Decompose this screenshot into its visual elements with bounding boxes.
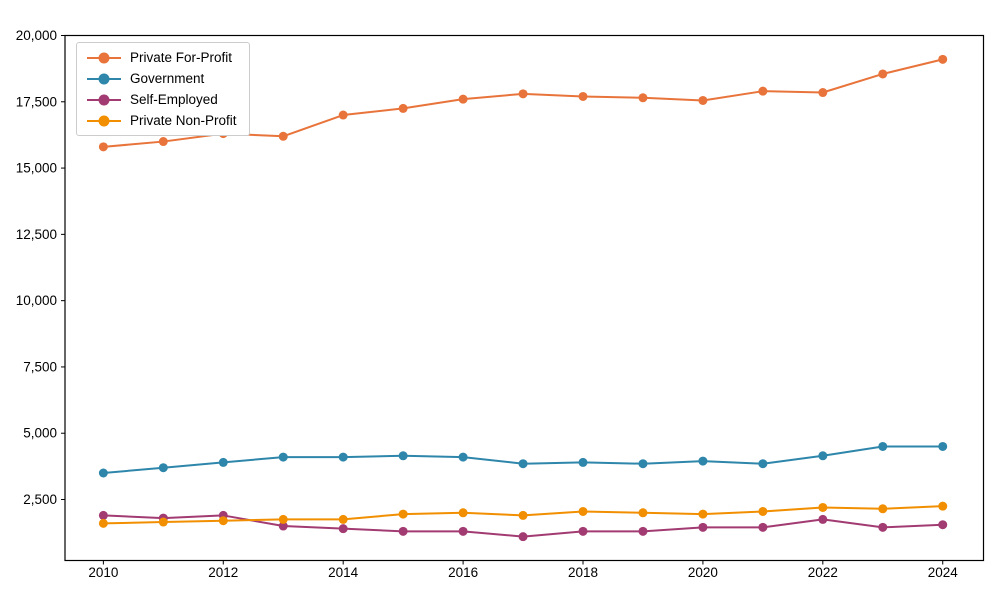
data-point-government-2024 [938,441,948,451]
data-point-private-non-profit-2021 [758,506,768,516]
data-point-private-non-profit-2012 [218,516,228,526]
data-point-government-2015 [398,451,408,461]
data-point-government-2014 [338,452,348,462]
data-point-private-non-profit-2022 [818,502,828,512]
legend-line-marker-icon [86,73,122,85]
data-point-self-employed-2024 [938,520,948,530]
x-tick-label: 2024 [928,565,959,580]
y-axis: 2,500 5,000 7,500 10,000 12,500 15,000 17,500 2… [16,28,65,507]
legend-label-private-non-profit: Private Non-Profit [130,113,237,128]
legend-label-government: Government [130,71,205,86]
data-point-self-employed-2010 [98,510,108,520]
legend-line-marker-icon [86,52,122,64]
data-point-self-employed-2015 [398,526,408,536]
y-tick-label: 17,500 [16,94,57,109]
y-tick-label: 15,000 [16,161,57,176]
data-point-self-employed-2016 [458,526,468,536]
data-point-private-for-profit-2018 [578,91,588,101]
data-point-government-2019 [638,459,648,469]
data-point-private-non-profit-2016 [458,508,468,518]
data-point-government-2021 [758,459,768,469]
data-point-self-employed-2018 [578,526,588,536]
data-point-private-non-profit-2017 [518,510,528,520]
data-point-private-non-profit-2013 [278,514,288,524]
data-point-self-employed-2020 [698,522,708,532]
data-point-private-for-profit-2015 [398,103,408,113]
data-point-private-non-profit-2023 [878,504,888,514]
data-point-private-non-profit-2019 [638,508,648,518]
data-point-private-non-profit-2020 [698,509,708,519]
y-tick-label: 20,000 [16,28,57,43]
data-point-private-for-profit-2019 [638,93,648,103]
x-tick-label: 2012 [208,565,238,580]
data-point-private-non-profit-2015 [398,509,408,519]
legend: Private For-Profit Government Self-Employe… [76,42,250,136]
data-point-government-2012 [218,457,228,467]
legend-item-private-for-profit: Private For-Profit [86,47,237,68]
data-point-self-employed-2022 [818,514,828,524]
x-tick-label: 2016 [448,565,478,580]
series-government [98,441,948,478]
data-point-private-for-profit-2020 [698,95,708,105]
data-point-self-employed-2013 [278,521,288,531]
data-point-government-2018 [578,457,588,467]
data-point-self-employed-2014 [338,524,348,534]
data-point-private-for-profit-2013 [278,131,288,141]
x-tick-label: 2010 [88,565,118,580]
axes-frame [64,34,985,562]
x-tick-label: 2014 [328,565,359,580]
data-point-private-for-profit-2022 [818,88,828,98]
data-point-government-2013 [278,452,288,462]
legend-line-marker-icon [86,115,122,127]
data-point-private-for-profit-2024 [938,54,948,64]
legend-item-government: Government [86,68,237,89]
data-point-self-employed-2017 [518,532,528,542]
data-point-private-non-profit-2024 [938,501,948,511]
series-private-non-profit [98,501,948,528]
x-tick-label: 2020 [688,565,718,580]
legend-label-self-employed: Self-Employed [130,92,218,107]
y-tick-label: 12,500 [16,227,57,242]
data-point-private-for-profit-2017 [518,89,528,99]
y-tick-label: 2,500 [23,492,57,507]
x-tick-label: 2022 [808,565,838,580]
data-point-self-employed-2019 [638,526,648,536]
data-point-government-2016 [458,452,468,462]
data-point-private-for-profit-2010 [98,142,108,152]
data-point-government-2020 [698,456,708,466]
legend-item-self-employed: Self-Employed [86,89,237,110]
data-point-private-for-profit-2011 [158,137,168,147]
y-tick-label: 5,000 [23,426,57,441]
data-point-government-2022 [818,451,828,461]
data-point-private-for-profit-2021 [758,86,768,96]
x-axis: 2010 2012 2014 2016 2018 2020 2022 2024 [88,560,959,580]
data-point-government-2017 [518,459,528,469]
y-tick-label: 7,500 [23,359,57,374]
data-point-private-non-profit-2011 [158,517,168,527]
data-point-private-for-profit-2016 [458,94,468,104]
data-point-private-for-profit-2014 [338,110,348,120]
x-tick-label: 2018 [568,565,598,580]
legend-line-marker-icon [86,94,122,106]
data-point-government-2010 [98,468,108,478]
legend-label-private-for-profit: Private For-Profit [130,50,233,65]
y-tick-label: 10,000 [16,293,57,308]
data-point-government-2011 [158,463,168,473]
data-point-self-employed-2023 [878,522,888,532]
data-point-self-employed-2021 [758,522,768,532]
data-point-private-non-profit-2010 [98,518,108,528]
data-point-private-for-profit-2023 [878,69,888,79]
data-point-private-non-profit-2018 [578,506,588,516]
data-point-government-2023 [878,441,888,451]
legend-item-private-non-profit: Private Non-Profit [86,110,237,131]
data-point-private-non-profit-2014 [338,514,348,524]
